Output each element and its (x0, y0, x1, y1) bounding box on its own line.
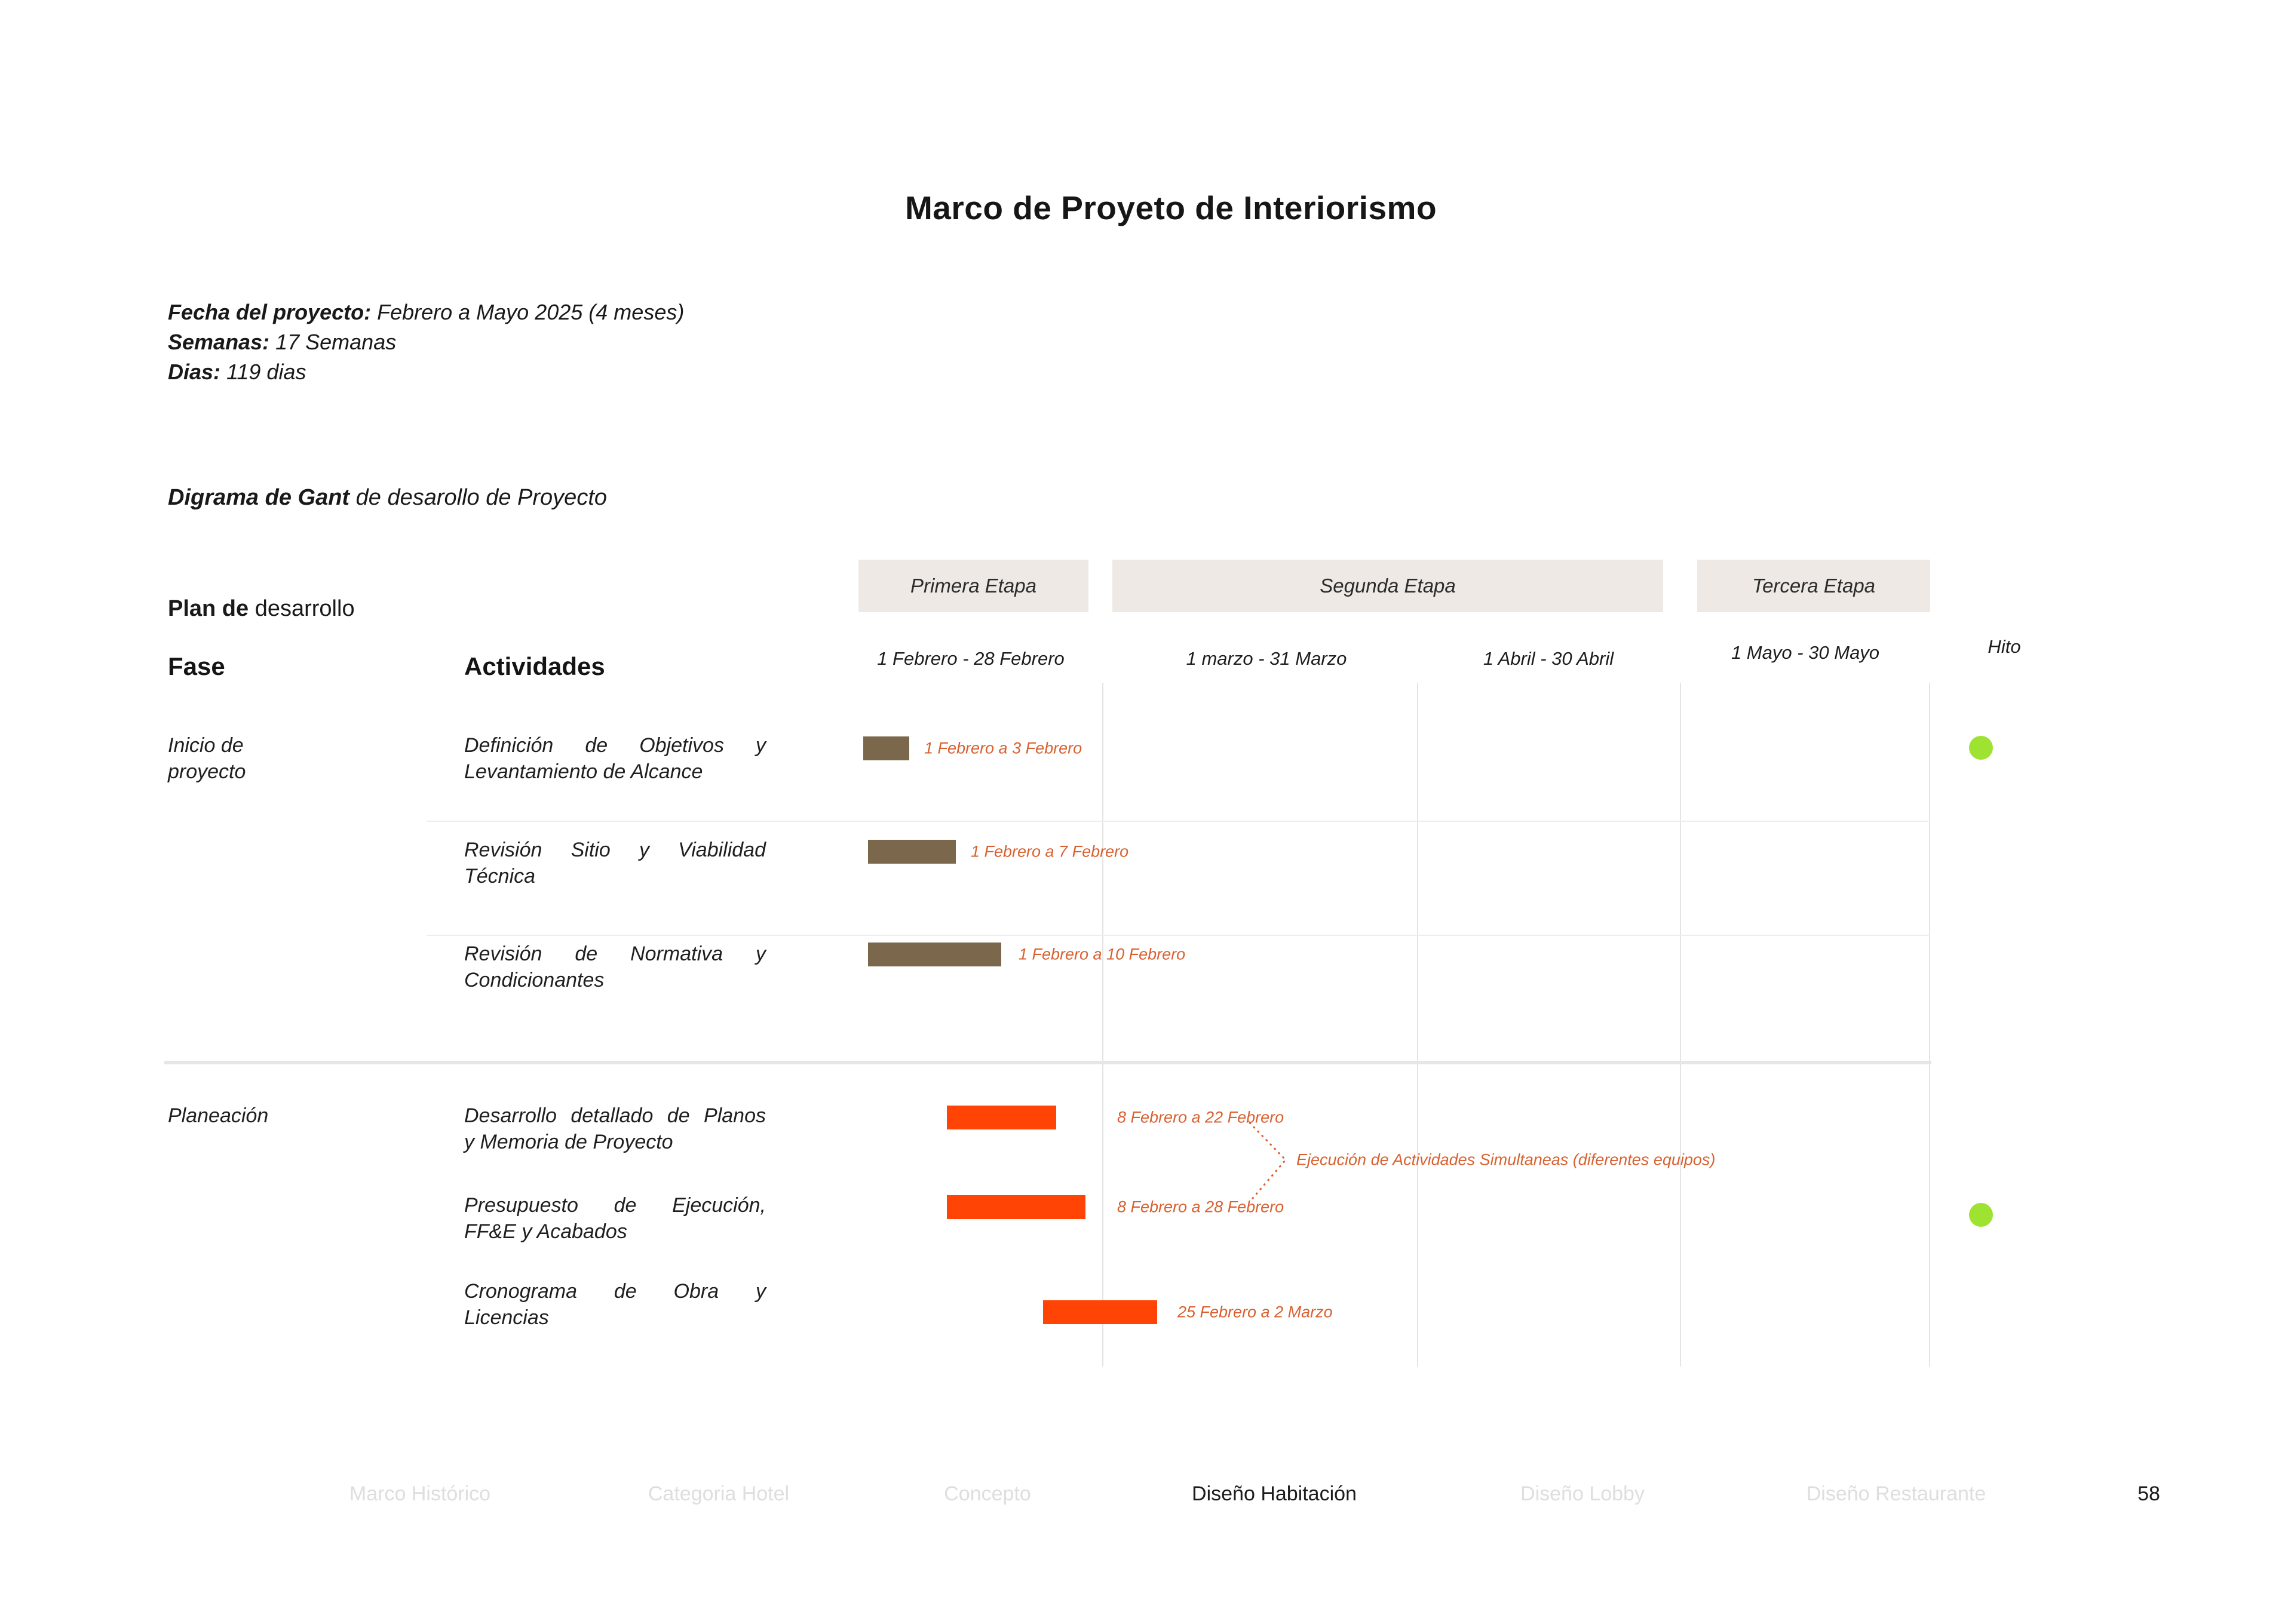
activity-line: Revisión Sitio y Viabilidad (464, 839, 766, 861)
activity-line: Técnica (464, 865, 536, 888)
stage-header-primera: Primera Etapa (858, 560, 1088, 612)
project-info: Fecha del proyecto: Febrero a Mayo 2025 … (168, 297, 684, 387)
month-column-febrero: 1 Febrero - 28 Febrero (877, 648, 1065, 669)
activity-line: y Memoria de Proyecto (464, 1131, 673, 1153)
gantt-bar-revision-normativa (868, 943, 1001, 966)
grid-line-abr-may (1680, 683, 1681, 1367)
gantt-bar-desarrollo-planos (947, 1106, 1056, 1129)
bar-date-label: 8 Febrero a 22 Febrero (1117, 1108, 1284, 1126)
bar-date-label: 1 Febrero a 10 Febrero (1019, 945, 1186, 963)
page-number: 58 (2137, 1482, 2160, 1505)
hito-marker-inicio (1969, 736, 1993, 760)
phase-group-separator (164, 1061, 1931, 1064)
month-column-marzo: 1 marzo - 31 Marzo (1186, 648, 1347, 669)
project-date-label: Fecha del proyecto: (168, 300, 372, 324)
footer-nav-diseno-habitacion[interactable]: Diseño Habitación (1192, 1482, 1357, 1505)
phase-line: Planeación (168, 1104, 269, 1127)
footer-nav-diseno-restaurante[interactable]: Diseño Restaurante (1806, 1482, 1986, 1505)
project-weeks-value: 17 Semanas (269, 330, 397, 354)
grid-line-right-edge (1929, 683, 1930, 1367)
plan-heading-rest: desarrollo (249, 596, 355, 621)
project-date-value: Febrero a Mayo 2025 (4 meses) (371, 300, 685, 324)
gantt-bar-revision-sitio (868, 840, 956, 864)
project-weeks-label: Semanas: (168, 330, 270, 354)
row-separator-2 (427, 935, 1930, 936)
activity-line: Condicionantes (464, 969, 605, 991)
gantt-heading-bold: Digrama de Gant (168, 485, 350, 510)
activity-cronograma: Cronograma de Obra y Licencias (464, 1278, 766, 1331)
phase-line: proyecto (168, 760, 246, 783)
gantt-bar-cronograma (1043, 1300, 1157, 1324)
phase-planeacion: Planeación (168, 1103, 347, 1129)
grid-line-feb-mar (1102, 683, 1103, 1367)
activity-line: Licencias (464, 1306, 549, 1329)
gantt-section-heading: Digrama de Gant de desarollo de Proyecto (168, 485, 607, 511)
bar-date-label: 1 Febrero a 3 Febrero (924, 739, 1082, 757)
project-date-line: Fecha del proyecto: Febrero a Mayo 2025 … (168, 297, 684, 327)
stage-header-segunda-label: Segunda Etapa (1320, 575, 1456, 597)
project-days-label: Dias: (168, 360, 221, 384)
phase-line: Inicio de (168, 734, 244, 757)
footer-nav-marco-historico[interactable]: Marco Histórico (349, 1482, 491, 1505)
bar-date-label: 25 Febrero a 2 Marzo (1177, 1303, 1333, 1321)
page-title: Marco de Proyeto de Interiorismo (904, 189, 1437, 226)
grid-line-mar-abr (1417, 683, 1418, 1367)
month-column-mayo: 1 Mayo - 30 Mayo (1731, 642, 1880, 663)
gantt-bar-presupuesto (947, 1195, 1085, 1219)
stage-header-tercera: Tercera Etapa (1697, 560, 1930, 612)
project-weeks-line: Semanas: 17 Semanas (168, 327, 684, 357)
row-separator-1 (427, 821, 1930, 822)
gantt-heading-rest: de desarollo de Proyecto (349, 485, 608, 510)
phase-inicio-de-proyecto: Inicio de proyecto (168, 732, 347, 785)
activity-line: FF&E y Acabados (464, 1220, 627, 1243)
activity-line: Cronograma de Obra y (464, 1280, 766, 1303)
activity-line: Levantamiento de Alcance (464, 760, 703, 783)
footer-nav-concepto[interactable]: Concepto (944, 1482, 1031, 1505)
project-days-line: Dias: 119 dias (168, 357, 684, 387)
stage-header-segunda: Segunda Etapa (1112, 560, 1663, 612)
bar-date-label: 1 Febrero a 7 Febrero (971, 842, 1129, 861)
hito-marker-planeacion (1969, 1203, 1993, 1227)
footer-nav-diseno-lobby[interactable]: Diseño Lobby (1520, 1482, 1645, 1505)
activity-revision-normativa: Revisión de Normativa y Condicionantes (464, 941, 766, 993)
simultaneous-activities-bracket (1249, 1122, 1287, 1203)
fase-column-header: Fase (168, 652, 225, 680)
activity-desarrollo-planos: Desarrollo detallado de Planos y Memoria… (464, 1103, 766, 1155)
activity-line: Presupuesto de Ejecución, (464, 1194, 766, 1217)
activity-revision-sitio: Revisión Sitio y Viabilidad Técnica (464, 837, 766, 889)
activity-presupuesto: Presupuesto de Ejecución, FF&E y Acabado… (464, 1192, 766, 1245)
plan-heading: Plan de desarrollo (168, 596, 355, 622)
activity-definicion-objetivos: Definición de Objetivos y Levantamiento … (464, 732, 766, 785)
stage-header-tercera-label: Tercera Etapa (1752, 575, 1876, 597)
month-column-abril: 1 Abril - 30 Abril (1483, 648, 1614, 669)
simultaneous-activities-annotation: Ejecución de Actividades Simultaneas (di… (1296, 1150, 1716, 1169)
activity-line: Definición de Objetivos y (464, 734, 766, 757)
bar-date-label: 8 Febrero a 28 Febrero (1117, 1198, 1284, 1216)
actividades-column-header: Actividades (464, 652, 605, 680)
hito-column-header: Hito (1988, 636, 2021, 657)
gantt-bar-definicion-objetivos (863, 736, 909, 760)
activity-line: Revisión de Normativa y (464, 943, 766, 965)
plan-heading-bold: Plan de (168, 596, 249, 621)
project-days-value: 119 dias (220, 360, 306, 384)
footer-nav-categoria-hotel[interactable]: Categoria Hotel (648, 1482, 790, 1505)
stage-header-primera-label: Primera Etapa (910, 575, 1036, 597)
activity-line: Desarrollo detallado de Planos (464, 1104, 766, 1127)
